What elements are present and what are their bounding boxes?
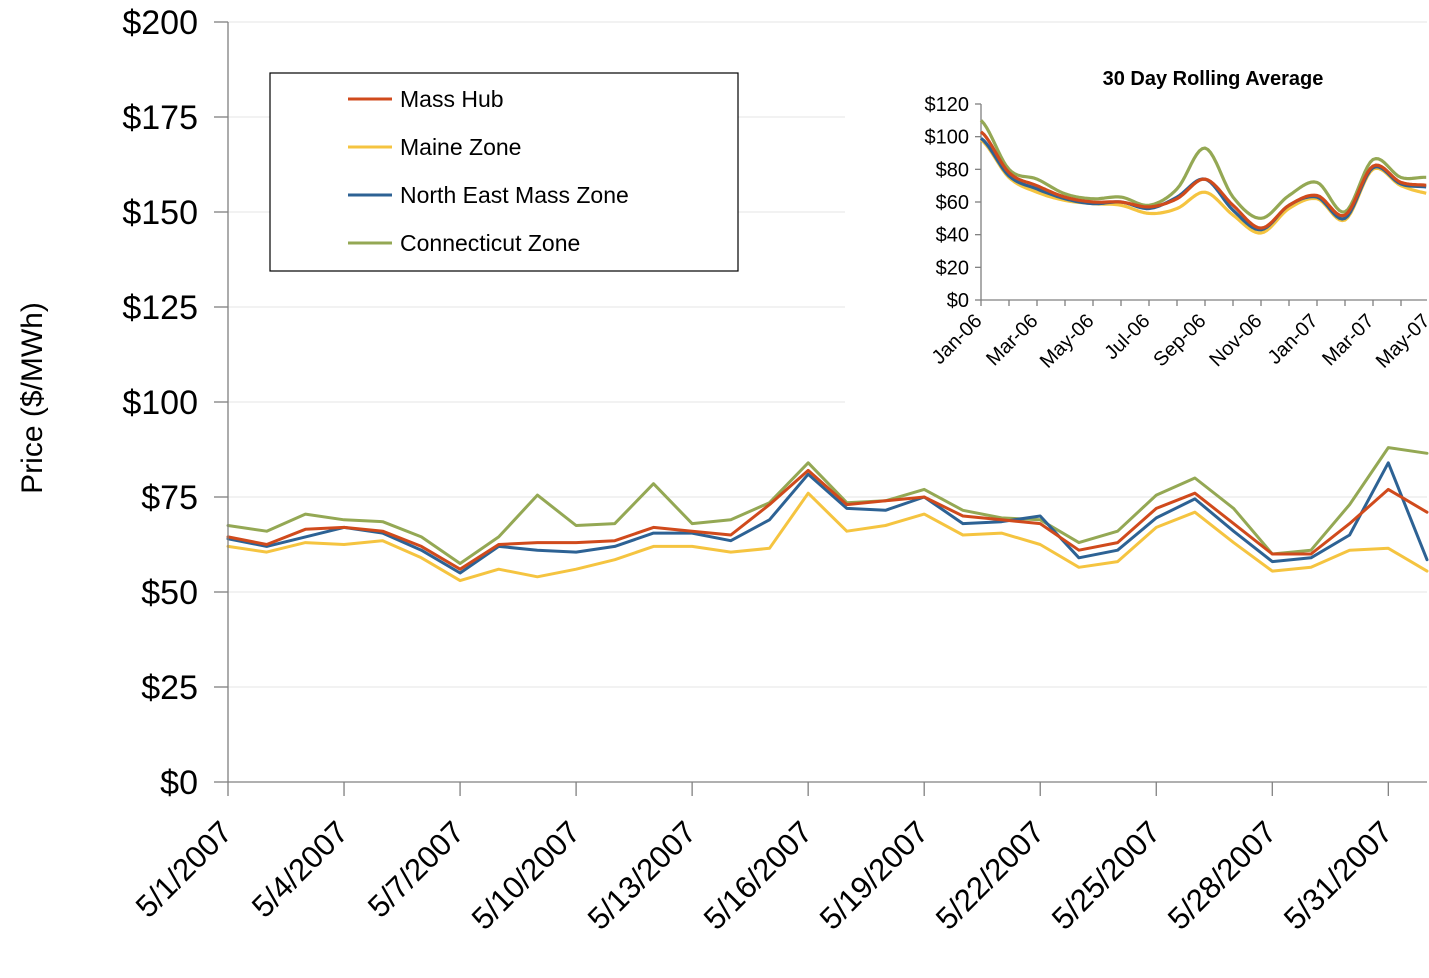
inset-title: 30 Day Rolling Average bbox=[1103, 68, 1324, 90]
main-series-lines bbox=[226, 446, 1429, 583]
inset-y-tick-label: $60 bbox=[936, 192, 969, 214]
x-tick-label: 5/4/2007 bbox=[245, 814, 355, 924]
series-line-mass-hub bbox=[226, 468, 1429, 571]
y-tick-label: $75 bbox=[141, 479, 198, 517]
x-tick-label: 5/10/2007 bbox=[465, 814, 587, 936]
main-y-tick-labels: $0 $25 $50 $75 $100 $125 $150 $175 $200 bbox=[122, 4, 198, 802]
legend-label: Connecticut Zone bbox=[400, 230, 580, 256]
inset-series-lines bbox=[979, 119, 1427, 235]
y-tick-label: $100 bbox=[122, 384, 198, 422]
inset-panel bbox=[845, 62, 1429, 407]
x-tick-label: 5/19/2007 bbox=[813, 814, 935, 936]
inset-y-tick-label: $80 bbox=[936, 159, 969, 181]
inset-y-tick-label: $0 bbox=[947, 290, 969, 312]
legend: Mass Hub Maine Zone North East Mass Zone Co… bbox=[269, 72, 739, 272]
inset-y-tick-label: $100 bbox=[925, 127, 970, 149]
legend-label: Mass Hub bbox=[400, 86, 504, 112]
y-tick-label: $50 bbox=[141, 574, 198, 612]
x-tick-label: 5/7/2007 bbox=[361, 814, 471, 924]
main-x-tick-labels: 5/1/2007 5/4/2007 5/7/20075/10/20075/13/20… bbox=[129, 814, 1399, 936]
x-tick-label: 5/28/2007 bbox=[1161, 814, 1283, 936]
y-tick-label: $0 bbox=[160, 764, 198, 802]
x-tick-label: 5/16/2007 bbox=[697, 814, 819, 936]
inset-y-tick-label: $120 bbox=[925, 94, 970, 116]
y-tick-label: $175 bbox=[122, 99, 198, 137]
x-tick-label: 5/13/2007 bbox=[581, 814, 703, 936]
x-tick-label: 5/1/2007 bbox=[129, 814, 239, 924]
x-tick-label: 5/22/2007 bbox=[929, 814, 1051, 936]
x-tick-label: 5/25/2007 bbox=[1045, 814, 1167, 936]
legend-label: North East Mass Zone bbox=[400, 182, 629, 208]
inset-y-tick-labels: $0 $20 $40 $60 $80 $100 $120 bbox=[925, 94, 970, 312]
series-line-north-east-mass-zone bbox=[226, 461, 1429, 575]
inset-axes bbox=[975, 103, 1427, 306]
x-tick-label: 5/31/2007 bbox=[1277, 814, 1399, 936]
inset-series-line-mass-hub bbox=[979, 130, 1427, 230]
y-tick-label: $25 bbox=[141, 669, 198, 707]
legend-label: Maine Zone bbox=[400, 134, 521, 160]
inset-y-tick-label: $40 bbox=[936, 225, 969, 247]
y-axis-title: Price ($/MWh) bbox=[16, 302, 49, 494]
series-line-connecticut-zone bbox=[226, 446, 1429, 565]
inset-y-tick-label: $20 bbox=[936, 257, 969, 279]
legend-box bbox=[269, 72, 739, 272]
y-tick-label: $150 bbox=[122, 194, 198, 232]
y-tick-label: $125 bbox=[122, 289, 198, 327]
series-line-maine-zone bbox=[226, 491, 1429, 583]
main-axes bbox=[214, 21, 1427, 796]
y-tick-label: $200 bbox=[122, 4, 198, 42]
